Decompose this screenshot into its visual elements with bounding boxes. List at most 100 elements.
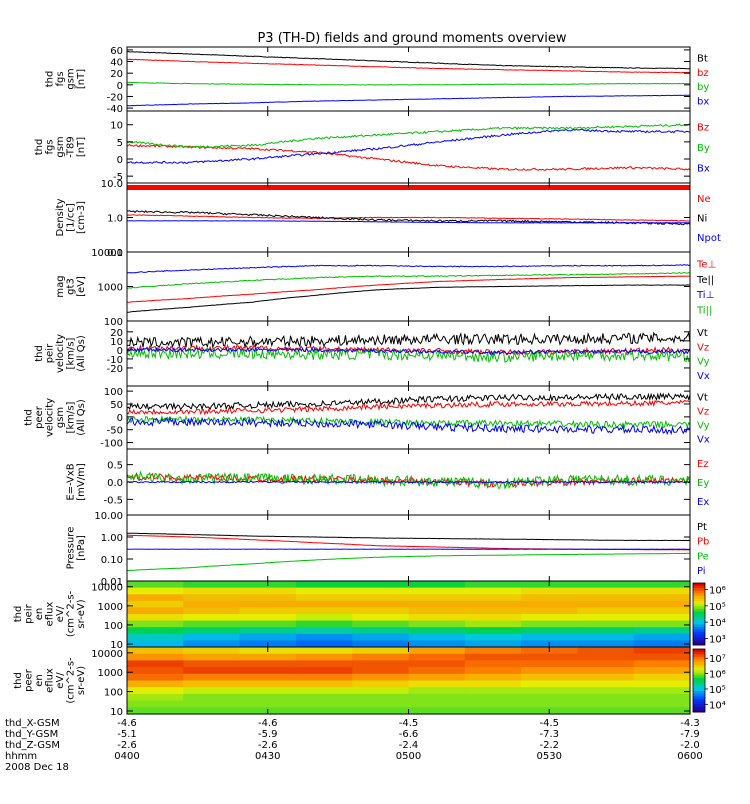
legend-entry: Te⊥ [696, 260, 716, 271]
heatmap-cell [296, 594, 353, 601]
y-axis-label-line: gsm [55, 407, 66, 428]
legend-entry: Ez [697, 459, 709, 470]
y-axis-label-line: [nT] [76, 137, 87, 157]
legend-entry: Npot [697, 233, 721, 244]
heatmap-cell [634, 694, 691, 701]
y-axis-label-line: fgs [55, 71, 66, 86]
heatmap-cell [183, 647, 240, 654]
heatmap-cell [409, 594, 466, 601]
heatmap-cell [296, 654, 353, 661]
heatmap-cell [634, 634, 691, 641]
heatmap-cell [521, 601, 578, 608]
heatmap-cell [352, 674, 409, 681]
heatmap-cell [465, 588, 522, 595]
legend-entry: by [697, 82, 709, 93]
heatmap-cell [465, 667, 522, 674]
y-tick-label: 10 [110, 121, 123, 132]
legend-entry: Ey [697, 478, 709, 489]
heatmap-cell [577, 634, 634, 641]
heatmap-cell [352, 607, 409, 614]
heatmap-cell [352, 634, 409, 641]
legend-entry: Ti⊥ [696, 290, 714, 301]
heatmap-cell [577, 647, 634, 654]
heatmap-cell [240, 694, 297, 701]
y-tick-label: 0 [117, 81, 123, 92]
heatmap-cell [521, 588, 578, 595]
legend-entry: Ni [697, 214, 707, 225]
y-tick-label: -20 [107, 364, 123, 375]
heatmap-cell [577, 581, 634, 588]
y-axis-label-line: sr-eV) [76, 666, 87, 695]
y-tick-label: 100 [104, 317, 123, 328]
heatmap-cell [127, 621, 184, 628]
heatmap-cell [296, 681, 353, 688]
panel-frame [127, 515, 690, 581]
heatmap-cell [409, 581, 466, 588]
heatmap-cell [634, 674, 691, 681]
x-tick-label: 0530 [537, 751, 562, 762]
heatmap-cell [296, 667, 353, 674]
legend-entry: Vt [697, 328, 708, 339]
legend-entry: Ne [697, 194, 711, 205]
legend-entry: bz [697, 68, 709, 79]
heatmap-cell [296, 627, 353, 634]
y-axis-label-line: thd [13, 606, 24, 623]
x-tick-label: -7.3 [539, 729, 559, 740]
heatmap-cell [465, 681, 522, 688]
heatmap-cell [577, 694, 634, 701]
heatmap-cell [352, 681, 409, 688]
series-line-temperature-2 [127, 265, 690, 273]
heatmap-cell [465, 621, 522, 628]
heatmap-cell [521, 687, 578, 694]
y-tick-label: 10 [110, 707, 123, 718]
heatmap-cell [240, 701, 297, 708]
y-axis-label-line: [nPa] [76, 535, 87, 561]
y-axis-label-line: Pressure [66, 527, 77, 570]
heatmap-cell [409, 701, 466, 708]
heatmap-cell [296, 694, 353, 701]
heatmap-cell [127, 667, 184, 674]
heatmap-cell [465, 660, 522, 667]
legend-entry: Ti|| [696, 306, 712, 317]
heatmap-cell [465, 647, 522, 654]
heatmap-cell [577, 654, 634, 661]
heatmap-cell [240, 634, 297, 641]
heatmap-cell [409, 627, 466, 634]
heatmap-cell [183, 607, 240, 614]
y-tick-label: 1000 [98, 283, 123, 294]
heatmap-cell [183, 674, 240, 681]
legend-entry: Pb [697, 537, 709, 548]
y-axis-label-line: velocity [45, 398, 56, 437]
heatmap-cell [634, 614, 691, 621]
heatmap-cell [127, 581, 184, 588]
x-tick-label: -4.5 [399, 718, 419, 729]
x-tick-label: 0430 [255, 751, 280, 762]
y-axis-label: E=-VxB[mV/m] [66, 463, 88, 501]
x-tick-label: -2.6 [117, 740, 137, 751]
y-tick-label: 10000 [91, 649, 123, 660]
x-tick-label: -7.9 [680, 729, 700, 740]
legend-entry: Pe [697, 551, 709, 562]
y-tick-label: 10.0 [101, 179, 123, 190]
heatmap-cell [127, 701, 184, 708]
legend-entry: Ex [697, 497, 709, 508]
y-tick-label: 5 [117, 138, 123, 149]
legend-entry: Bz [697, 122, 709, 133]
y-tick-label: 100 [104, 621, 123, 632]
series-line-fgs-t89-0 [127, 144, 690, 170]
colorbar-label: 10⁶ [709, 670, 726, 681]
colorbar-label: 10⁵ [709, 685, 726, 696]
heatmap-cell [577, 687, 634, 694]
y-tick-label: 1000 [98, 602, 123, 613]
x-tick-label: -4.3 [680, 718, 700, 729]
series-line-pressure-0 [127, 533, 690, 540]
y-axis-label-line: en [34, 608, 45, 621]
heatmap-cell [352, 701, 409, 708]
y-axis-label-line: velocity [55, 334, 66, 373]
